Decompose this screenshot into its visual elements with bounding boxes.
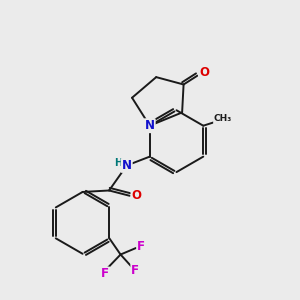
Text: N: N — [122, 159, 132, 172]
Text: F: F — [131, 264, 139, 277]
Text: N: N — [145, 119, 155, 132]
Text: O: O — [131, 189, 142, 202]
Text: H: H — [114, 158, 122, 167]
Text: CH₃: CH₃ — [214, 114, 232, 123]
Text: F: F — [101, 268, 109, 281]
Text: O: O — [199, 66, 209, 79]
Text: F: F — [137, 240, 145, 253]
